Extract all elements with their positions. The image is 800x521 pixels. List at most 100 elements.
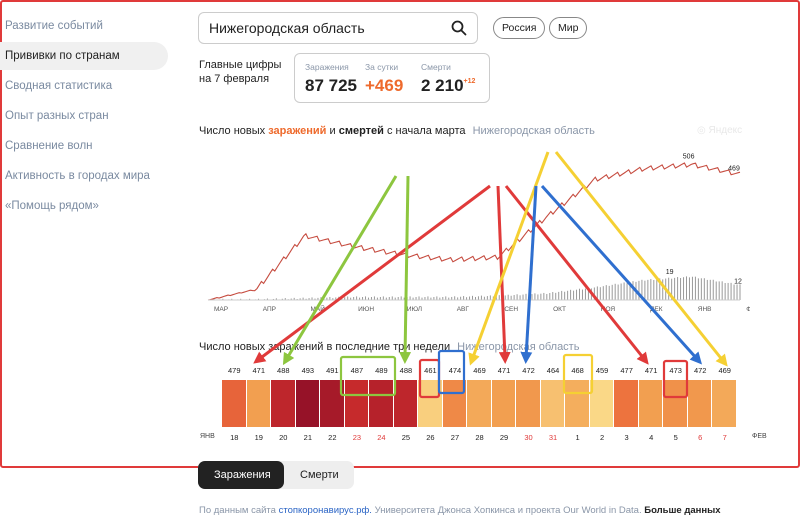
heatmap-cell[interactable] xyxy=(663,380,687,427)
x-tick-label: ФЕВ xyxy=(746,306,750,313)
tab-deaths[interactable]: Смерти xyxy=(300,469,339,481)
sidebar-item[interactable]: Активность в городах мира xyxy=(5,170,150,182)
line-title-region: Нижегородская область xyxy=(472,125,595,137)
heatmap-day-label: 3 xyxy=(624,433,629,442)
line-chart: 506 469 19 12 МАР АПР МАЙ ИЮН ИЮЛ АВГ СЕН ОКТ НОЯ ДЕК… xyxy=(207,153,750,313)
x-tick-label: ОКТ xyxy=(553,306,566,313)
heatmap-cell[interactable] xyxy=(516,380,540,427)
heatmap-day-label: 1 xyxy=(575,433,580,442)
stat-deaths: Смерти 2 210+12 xyxy=(421,62,475,96)
heatmap-day-label: 28 xyxy=(475,433,484,442)
heatmap-cell[interactable] xyxy=(320,380,344,427)
heatmap-day-label: 27 xyxy=(450,433,460,442)
deaths-last-label: 12 xyxy=(734,279,742,286)
heatmap-cell[interactable] xyxy=(271,380,295,427)
month-start-label: ЯНВ xyxy=(200,433,215,440)
heatmap-day-label: 30 xyxy=(524,433,533,442)
search-input[interactable]: Нижегородская область xyxy=(209,20,365,36)
heatmap-value-label: 474 xyxy=(448,366,462,375)
heatmap-cell[interactable] xyxy=(246,380,271,427)
heatmap-cell[interactable] xyxy=(344,380,369,427)
x-tick-label: ИЮН xyxy=(358,306,374,313)
heatmap-day-label: 31 xyxy=(548,433,558,442)
search-box[interactable]: Нижегородская область xyxy=(198,12,478,44)
heatmap-cell[interactable] xyxy=(369,380,393,427)
world-button[interactable]: Мир xyxy=(549,17,588,39)
headline: Главные цифры на 7 февраля xyxy=(199,58,281,86)
stats-box: Заражения 87 725 За сутки +469 Смерти 2 … xyxy=(294,53,490,103)
sidebar-item[interactable]: Развитие событий xyxy=(5,20,103,32)
last-label: 469 xyxy=(728,165,740,172)
heatmap-value-label: 487 xyxy=(350,366,364,375)
sidebar-item[interactable]: Сравнение волн xyxy=(5,140,93,152)
heatmap-value-label: 472 xyxy=(693,366,707,375)
highlight-frame xyxy=(0,0,800,468)
heatmap-cell[interactable] xyxy=(418,380,442,427)
heatmap-value-label: 488 xyxy=(399,366,413,375)
x-tick-label: АПР xyxy=(263,306,276,313)
stat-deaths-value-row: 2 210+12 xyxy=(421,76,475,96)
deaths-peak-label: 19 xyxy=(666,269,674,276)
heatmap-value-label: 489 xyxy=(375,366,388,375)
heatmap-day-label: 22 xyxy=(328,433,337,442)
heatmap-title: Число новых заражений в последние три не… xyxy=(199,341,579,353)
heatmap-title-text: Число новых заражений в последние три не… xyxy=(199,341,451,353)
heatmap-value-label: 471 xyxy=(497,366,511,375)
tab-infections[interactable]: Заражения xyxy=(198,461,284,489)
heatmap-day-label: 21 xyxy=(303,433,312,442)
stat-deaths-label: Смерти xyxy=(421,62,451,72)
sidebar: Развитие событий Прививки по странам Сводн… xyxy=(0,12,168,222)
heatmap-day-label: 19 xyxy=(254,433,263,442)
footer-prefix: По данным сайта xyxy=(199,505,276,516)
footer-more-link[interactable]: Больше данных xyxy=(644,505,721,516)
line-chart-title: Число новых заражений и смертей с начала… xyxy=(199,125,595,137)
heatmap-value-label: 493 xyxy=(301,366,315,375)
heatmap-cell[interactable] xyxy=(295,380,320,427)
sidebar-item[interactable]: Прививки по странам xyxy=(0,42,168,70)
watermark-text: Яндекс xyxy=(708,125,743,136)
stat-daily: За сутки +469 xyxy=(365,62,403,96)
sidebar-item[interactable]: Сводная статистика xyxy=(5,80,113,92)
heatmap-value-label: 469 xyxy=(473,366,486,375)
heatmap-day-label: 23 xyxy=(352,433,362,442)
x-tick-label: ЯНВ xyxy=(698,306,712,313)
x-tick-label: МАЙ xyxy=(311,304,326,313)
stat-daily-value: +469 xyxy=(365,76,404,95)
x-tick-label: АВГ xyxy=(457,306,470,313)
heatmap-day-label: 2 xyxy=(600,433,605,442)
line-title-infections[interactable]: заражений xyxy=(268,125,327,137)
x-tick-label: ДЕК xyxy=(650,306,663,313)
heatmap-cell[interactable] xyxy=(712,380,736,427)
heatmap-value-label: 491 xyxy=(326,366,339,375)
stat-infections-value: 87 725 xyxy=(305,76,357,95)
line-title-deaths[interactable]: смертей xyxy=(338,125,384,137)
x-tick-label: ИЮЛ xyxy=(407,306,422,313)
heatmap-cell[interactable] xyxy=(442,380,467,427)
heatmap-cell[interactable] xyxy=(467,380,491,427)
heatmap-cell[interactable] xyxy=(393,380,418,427)
heatmap-value-label: 473 xyxy=(669,366,682,375)
heatmap-cell[interactable] xyxy=(614,380,638,427)
x-tick-label: МАР xyxy=(214,306,228,313)
heatmap-day-label: 24 xyxy=(377,433,386,442)
heatmap-day-label: 6 xyxy=(698,433,703,442)
search-icon[interactable] xyxy=(451,20,467,36)
stat-deaths-delta: +12 xyxy=(463,78,476,85)
heatmap-cell[interactable] xyxy=(638,380,663,427)
heatmap-cell[interactable] xyxy=(491,380,516,427)
sidebar-item[interactable]: «Помощь рядом» xyxy=(5,200,99,212)
heatmap-cell[interactable] xyxy=(540,380,565,427)
heatmap-value-label: 471 xyxy=(252,366,266,375)
sidebar-item[interactable]: Опыт разных стран xyxy=(5,110,109,122)
heatmap-cell[interactable] xyxy=(222,380,246,427)
headline-line2: на 7 февраля xyxy=(199,73,270,85)
line-title-prefix: Число новых xyxy=(199,125,266,137)
stat-infections-label: Заражения xyxy=(305,62,349,72)
heatmap-cell[interactable] xyxy=(565,380,589,427)
footer-link-stopcorona[interactable]: стопкоронавирус.рф. xyxy=(278,505,372,516)
heatmap-cell[interactable] xyxy=(687,380,712,427)
footer: По данным сайта стопкоронавирус.рф. Унив… xyxy=(199,505,721,516)
heatmap-day-label: 29 xyxy=(499,433,509,442)
russia-button[interactable]: Россия xyxy=(493,17,546,39)
heatmap-cell[interactable] xyxy=(589,380,614,427)
